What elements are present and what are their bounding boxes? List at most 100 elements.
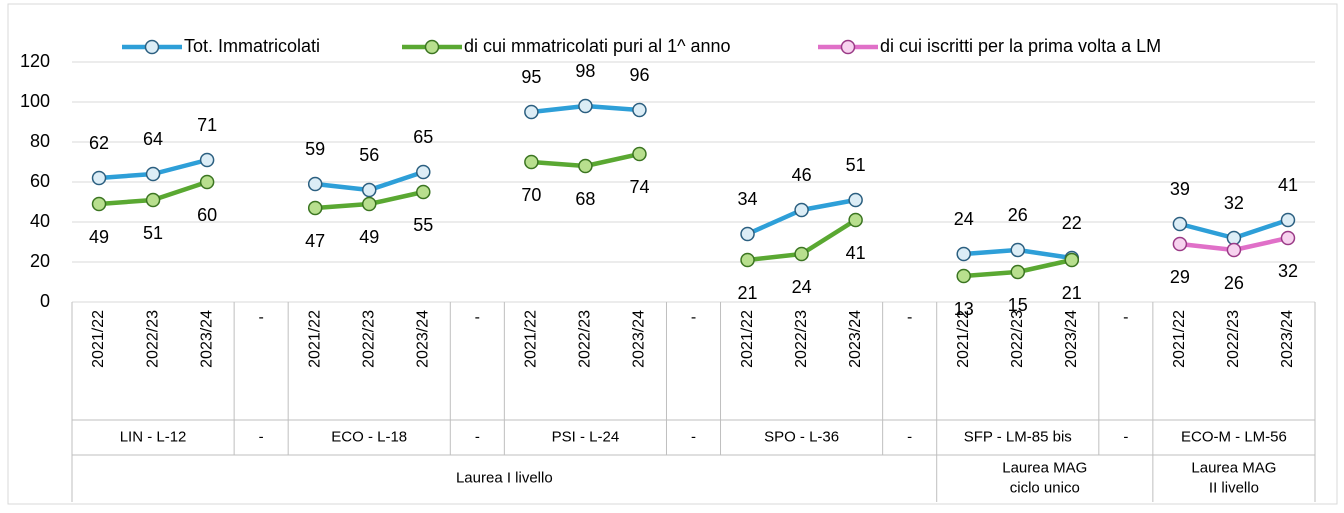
point xyxy=(361,182,377,198)
x-tick-label: - xyxy=(1123,309,1128,326)
group-label: SPO - L-36 xyxy=(764,428,839,445)
data-label: 24 xyxy=(954,209,974,229)
point xyxy=(740,226,755,242)
data-label: 64 xyxy=(143,129,163,149)
supergroup-label: Laurea MAG xyxy=(1191,459,1276,476)
supergroup-label: Laurea MAG xyxy=(1002,459,1087,476)
data-label: 68 xyxy=(575,189,595,209)
x-tick-label: 2021/22 xyxy=(1171,310,1188,368)
data-label: 22 xyxy=(1062,213,1082,233)
data-label: 15 xyxy=(1008,295,1028,315)
x-tick-label: 2023/24 xyxy=(631,310,648,368)
y-tick-label: 40 xyxy=(30,211,50,231)
group-label: ECO - L-18 xyxy=(331,428,407,445)
point xyxy=(145,192,161,208)
point xyxy=(1172,236,1188,252)
data-label: 47 xyxy=(305,231,325,251)
data-label: 21 xyxy=(738,283,758,303)
data-label: 29 xyxy=(1170,267,1190,287)
group-label: - xyxy=(691,428,696,445)
supergroup-label: ciclo unico xyxy=(1010,479,1080,496)
point xyxy=(848,192,863,208)
x-tick-label: 2023/24 xyxy=(1063,310,1080,368)
point xyxy=(416,164,431,180)
point xyxy=(794,202,809,218)
point xyxy=(361,196,377,212)
data-label: 56 xyxy=(359,145,379,165)
x-tick-label: 2022/23 xyxy=(1225,310,1242,368)
data-label: 62 xyxy=(89,133,109,153)
point xyxy=(199,174,215,190)
data-label: 32 xyxy=(1224,193,1244,213)
x-tick-label: 2022/23 xyxy=(360,310,377,368)
x-tick-label: 2021/22 xyxy=(306,310,323,368)
data-label: 98 xyxy=(575,61,595,81)
point xyxy=(1172,216,1188,232)
x-tick-label: 2023/24 xyxy=(198,310,215,368)
data-label: 26 xyxy=(1008,205,1028,225)
chart-border xyxy=(7,3,1338,505)
x-tick-label: - xyxy=(907,309,912,326)
data-label: 60 xyxy=(197,205,217,225)
group-label: - xyxy=(907,428,912,445)
point xyxy=(307,176,323,192)
point xyxy=(416,184,431,200)
point xyxy=(632,146,647,162)
point xyxy=(307,200,323,216)
point xyxy=(848,212,863,228)
point xyxy=(1064,252,1080,268)
supergroup-label: Laurea I livello xyxy=(456,469,553,486)
data-label: 34 xyxy=(738,189,758,209)
point xyxy=(91,170,107,186)
point xyxy=(524,154,539,170)
x-tick-label: 2022/23 xyxy=(577,310,594,368)
x-tick-label: 2022/23 xyxy=(144,310,161,368)
y-tick-label: 120 xyxy=(20,51,50,71)
data-label: 41 xyxy=(846,243,866,263)
group-label: ECO-M - LM-56 xyxy=(1181,428,1287,445)
legend-label: di cui iscritti per la prima volta a LM xyxy=(880,36,1161,56)
x-tick-label: 2023/24 xyxy=(1279,310,1296,368)
data-label: 55 xyxy=(413,215,433,235)
y-tick-label: 60 xyxy=(30,171,50,191)
y-tick-label: 0 xyxy=(40,291,50,311)
data-label: 95 xyxy=(521,67,541,87)
data-label: 51 xyxy=(143,223,163,243)
supergroup-label: II livello xyxy=(1209,479,1259,496)
data-label: 24 xyxy=(792,277,812,297)
data-label: 74 xyxy=(629,177,649,197)
point xyxy=(1280,212,1296,228)
data-label: 32 xyxy=(1278,261,1298,281)
point xyxy=(1010,242,1026,258)
legend-marker xyxy=(840,39,856,55)
data-label: 65 xyxy=(413,127,433,147)
x-tick-label: - xyxy=(691,309,696,326)
x-tick-label: 2021/22 xyxy=(955,310,972,368)
x-tick-label: 2023/24 xyxy=(847,310,864,368)
data-label: 70 xyxy=(521,185,541,205)
point xyxy=(740,252,755,268)
x-tick-label: 2023/24 xyxy=(415,310,432,368)
point xyxy=(524,104,539,120)
group-label: - xyxy=(259,428,264,445)
group-label: - xyxy=(475,428,480,445)
data-label: 51 xyxy=(846,155,866,175)
data-label: 49 xyxy=(89,227,109,247)
data-label: 13 xyxy=(954,299,974,319)
point xyxy=(145,166,161,182)
point xyxy=(578,98,593,114)
point xyxy=(632,102,647,118)
data-label: 39 xyxy=(1170,179,1190,199)
y-tick-label: 20 xyxy=(30,251,50,271)
point xyxy=(199,152,215,168)
point xyxy=(91,196,107,212)
x-tick-label: - xyxy=(258,309,263,326)
point xyxy=(1280,230,1296,246)
legend-label: Tot. Immatricolati xyxy=(184,36,320,56)
group-label: SFP - LM-85 bis xyxy=(964,428,1072,445)
x-tick-label: 2022/23 xyxy=(793,310,810,368)
point xyxy=(956,246,971,262)
point xyxy=(578,158,593,174)
point xyxy=(956,268,971,284)
